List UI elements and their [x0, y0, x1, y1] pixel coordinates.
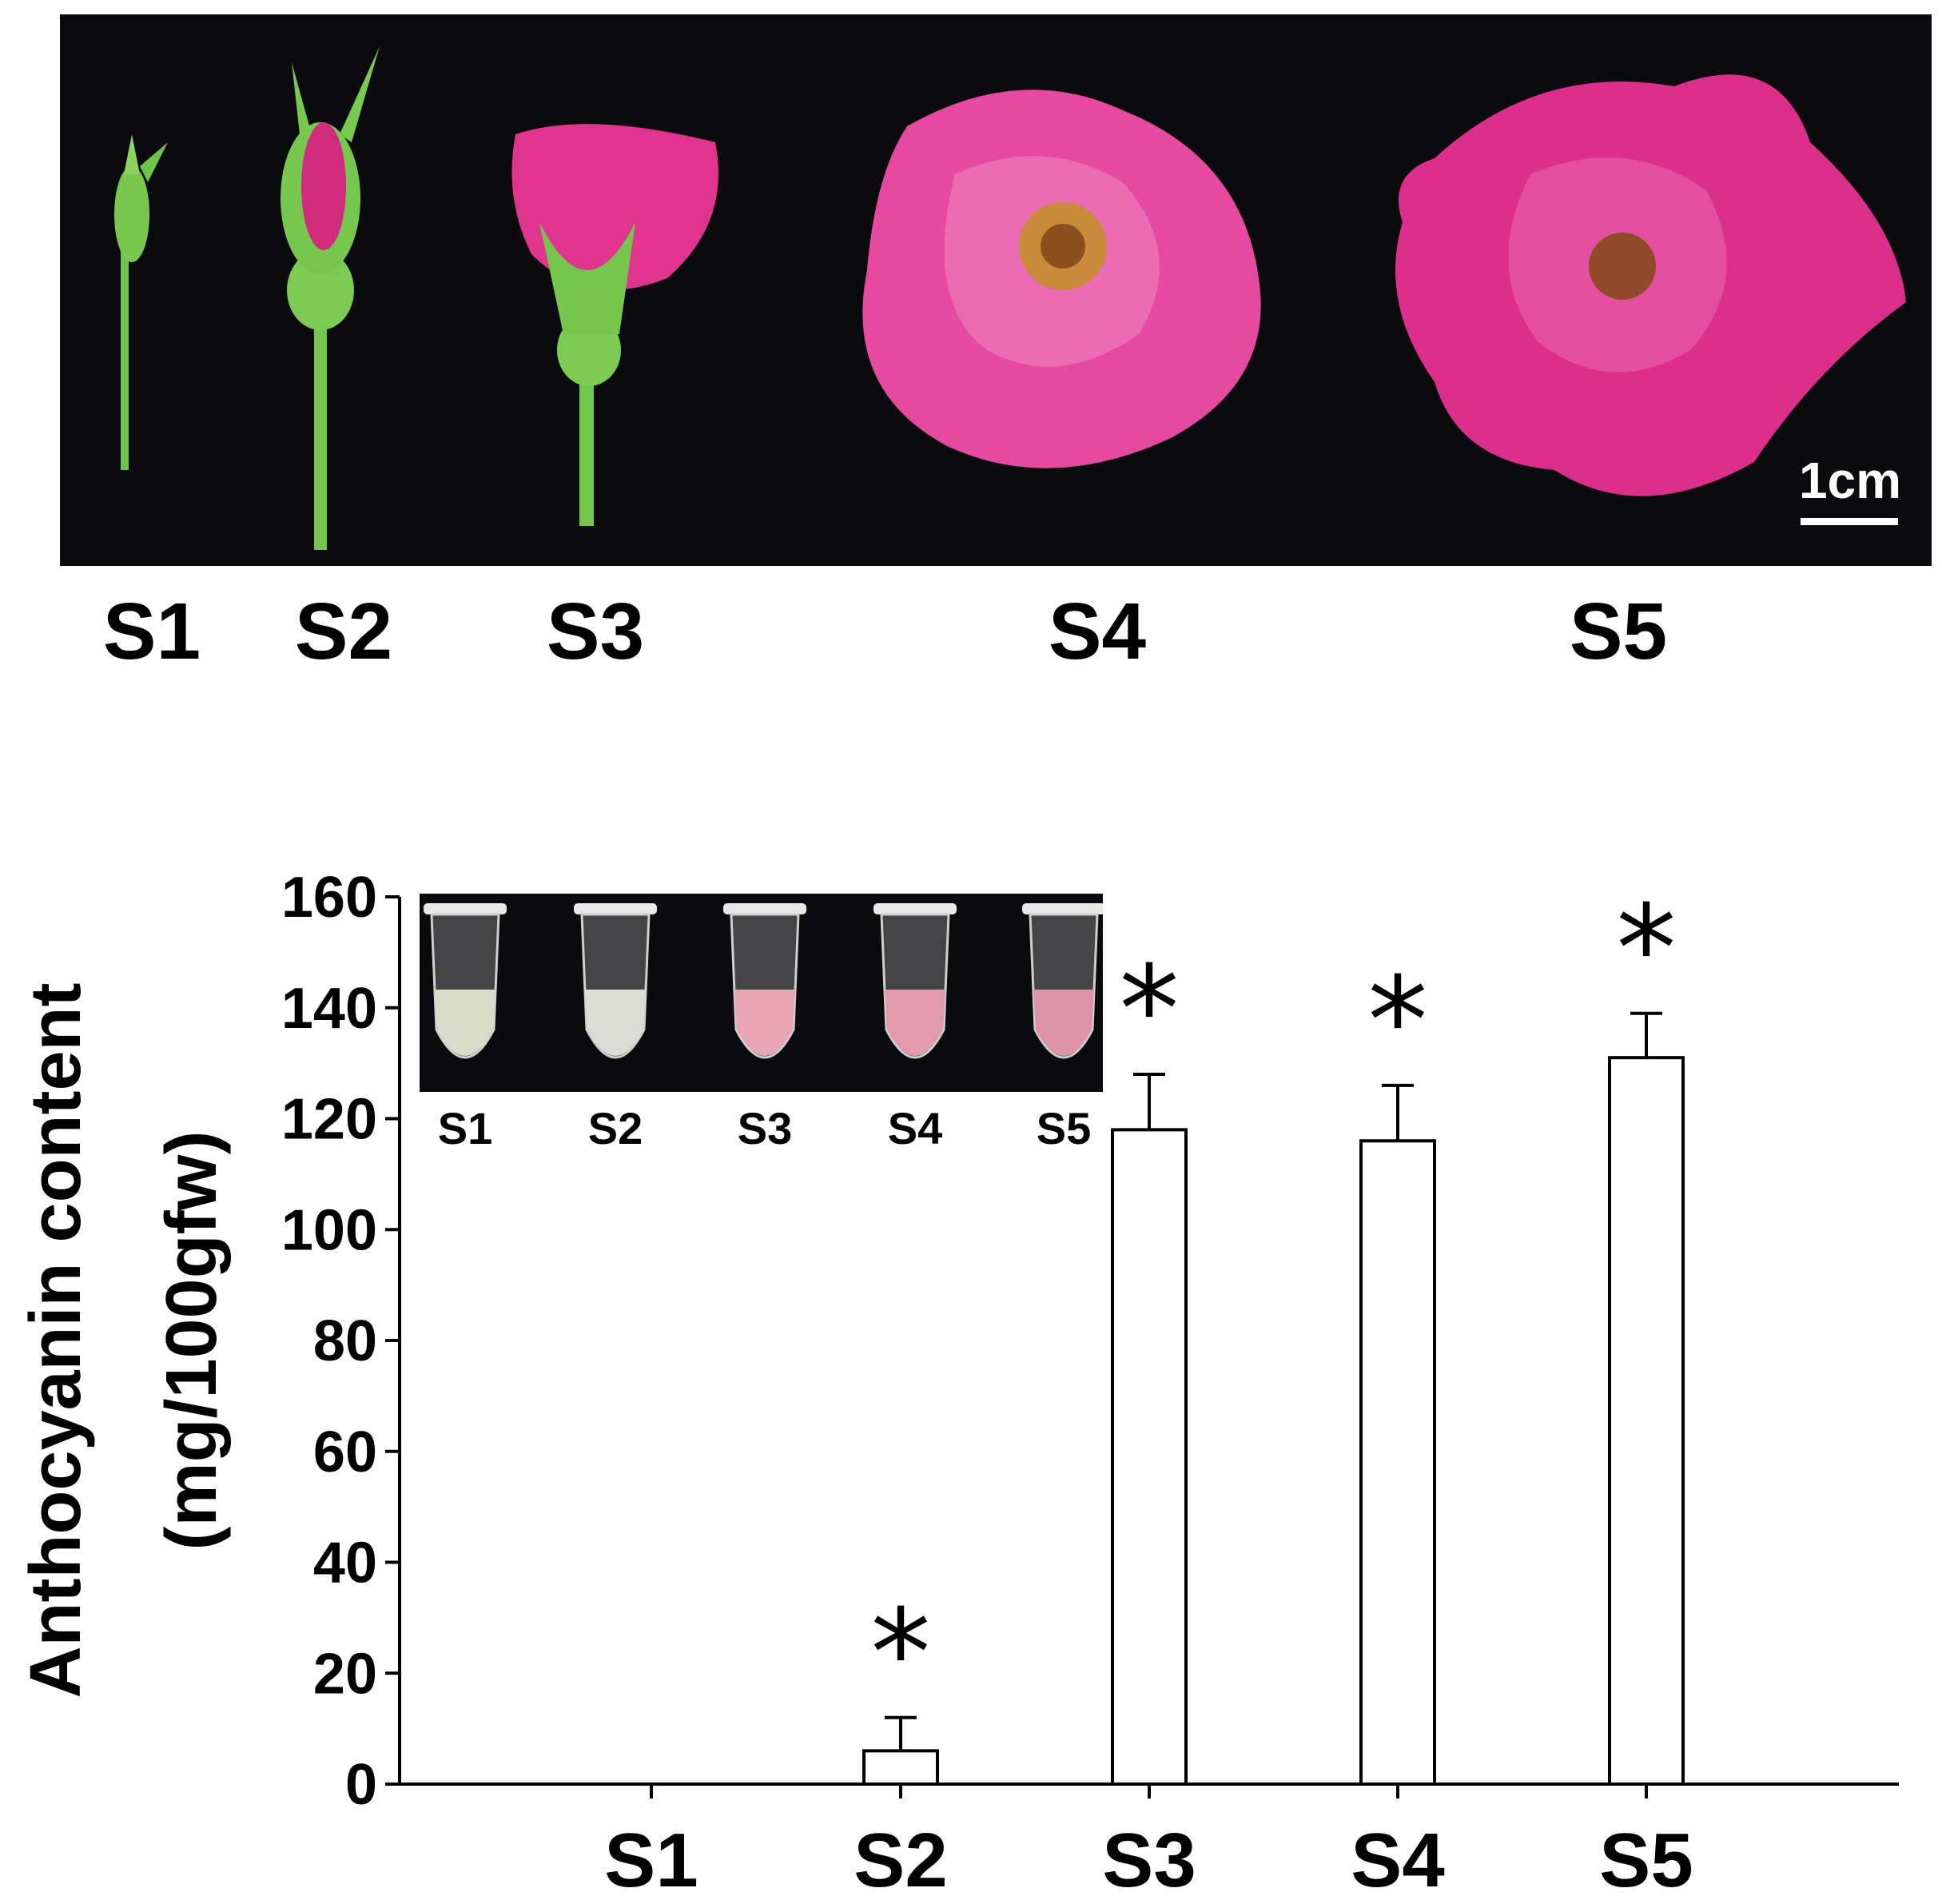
- flower-stages-illustration: [114, 46, 1906, 550]
- bar-s5: [1608, 1056, 1685, 1786]
- tube-label-s2: S2: [587, 1103, 643, 1153]
- flower-stages-photo: 1cm: [60, 14, 1932, 566]
- y-tick-label-100: 100: [281, 1198, 377, 1262]
- tube-label-s1: S1: [437, 1103, 493, 1153]
- x-tick-label-s3: S3: [1102, 1818, 1196, 1903]
- significance-star-s4: *: [1367, 951, 1428, 1091]
- y-tick-label-120: 120: [281, 1088, 377, 1152]
- x-tick-label-s5: S5: [1599, 1818, 1693, 1903]
- y-axis-title: Anthocyanin content (mg/100gfw): [16, 983, 232, 1699]
- y-tick-label-0: 0: [345, 1753, 377, 1817]
- stage-s1-bud: [114, 134, 168, 470]
- tube-extract-photo: [420, 894, 1103, 1092]
- tube-label-s4: S4: [887, 1103, 943, 1153]
- y-axis-title-line1: Anthocyanin content: [16, 983, 96, 1699]
- scale-bar-line: [1801, 518, 1898, 525]
- stage-s2-bud: [281, 46, 380, 550]
- scale-bar-label: 1cm: [1798, 452, 1902, 509]
- y-tick-label-20: 20: [313, 1642, 377, 1706]
- photo-stage-label-s1: S1: [102, 587, 201, 676]
- chart-axes: 0 20 40 60 80 100 120 140 160 S1 S2 S3 S4 S5: [281, 866, 1899, 1903]
- x-tick-label-s2: S2: [854, 1818, 947, 1903]
- y-axis-title-line2: (mg/100gfw): [152, 1130, 232, 1550]
- x-tick-label-s1: S1: [604, 1818, 698, 1903]
- tube-s1: [424, 903, 507, 1059]
- photo-stage-label-s4: S4: [1048, 587, 1147, 676]
- photo-stage-label-s3: S3: [546, 587, 645, 676]
- tube-illustration: [424, 903, 1103, 1059]
- y-tick-label-140: 140: [281, 977, 377, 1041]
- bar-s2: [862, 1749, 939, 1786]
- x-tick-label-s4: S4: [1351, 1818, 1444, 1903]
- stage-s5-flower: [1395, 74, 1906, 496]
- photo-stage-label-s2: S2: [294, 587, 393, 676]
- bar-s4: [1359, 1139, 1436, 1786]
- y-tick-label-60: 60: [313, 1420, 377, 1484]
- tube-s2: [574, 903, 657, 1059]
- tube-label-s5: S5: [1036, 1103, 1092, 1153]
- anthocyanin-bar-chart: 0 20 40 60 80 100 120 140 160 S1 S2 S3 S4 S5 Anthocya…: [16, 866, 1899, 1903]
- y-tick-label-40: 40: [313, 1532, 377, 1595]
- tube-s3: [723, 903, 806, 1059]
- significance-star-s2: *: [870, 1583, 931, 1723]
- tube-s5: [1022, 903, 1103, 1059]
- chart-bars: [862, 1011, 1685, 1786]
- significance-star-s5: *: [1616, 879, 1677, 1019]
- stage-s4-flower: [862, 90, 1261, 468]
- tube-s4: [874, 903, 957, 1059]
- y-tick-label-80: 80: [313, 1309, 377, 1373]
- bar-s3: [1111, 1128, 1188, 1786]
- stage-s3-bud: [511, 124, 718, 526]
- significance-star-s3: *: [1119, 941, 1180, 1080]
- photo-stage-label-s5: S5: [1569, 587, 1668, 676]
- tube-label-s3: S3: [737, 1103, 793, 1153]
- y-tick-label-160: 160: [281, 866, 377, 930]
